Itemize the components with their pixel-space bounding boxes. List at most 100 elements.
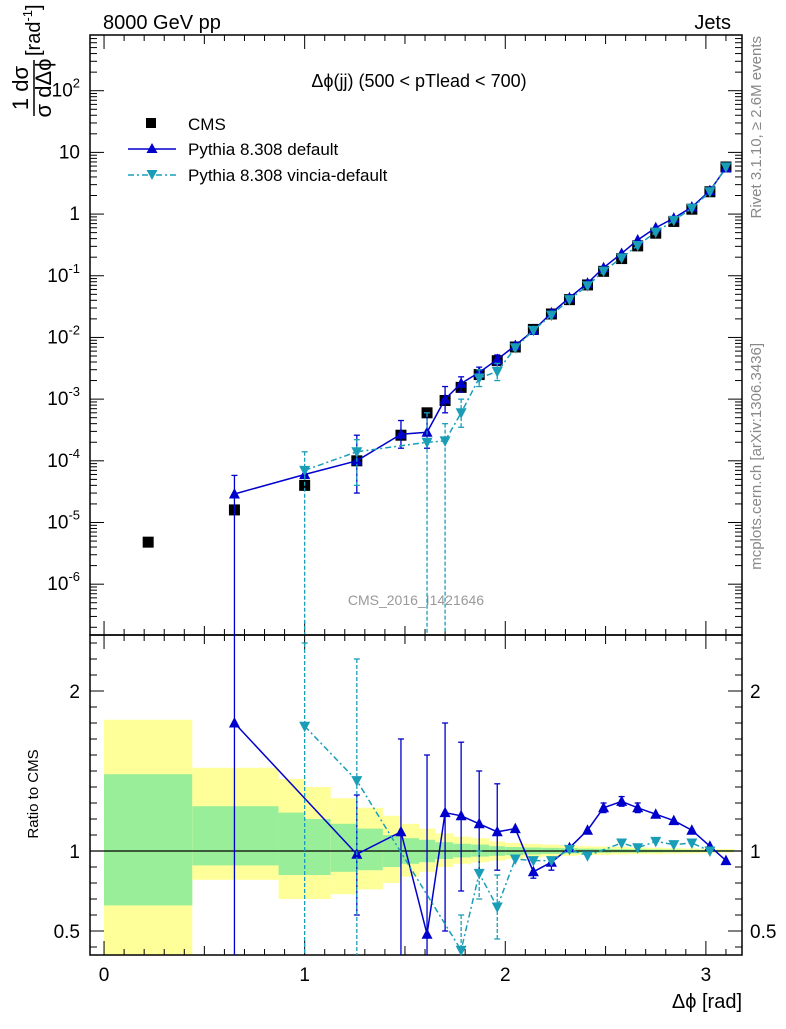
ratio-pythia-vincia-marker	[455, 945, 467, 957]
legend-cms-marker	[146, 118, 156, 128]
main-y-tick-label: 10-2	[47, 322, 80, 348]
ratio-pythia-default-marker	[650, 808, 662, 819]
ratio-pythia-vincia-marker	[527, 856, 539, 867]
ratio-pythia-default-marker	[686, 824, 698, 835]
mcplots-source-label: mcplots.cern.ch [arXiv:1306.3436]	[748, 343, 765, 570]
pythia-vincia-marker	[509, 343, 521, 354]
analysis-watermark: CMS_2016_I1421646	[348, 592, 484, 608]
pythia-vincia-marker	[421, 437, 433, 449]
ratio-y-tick-label-right: 2	[750, 682, 761, 703]
ratio-pythia-vincia-marker	[668, 840, 680, 851]
pythia-vincia-marker	[439, 436, 451, 447]
ratio-pythia-default-marker	[491, 825, 503, 837]
pythia-vincia-line	[304, 166, 727, 472]
ratio-pythia-default-marker	[582, 824, 594, 835]
ratio-pythia-vincia-marker	[491, 902, 503, 913]
pythia-default-marker	[228, 487, 240, 499]
ratio-y-tick-label: 2	[69, 682, 80, 703]
ratio-plot-area: 0 1 2 3 0.5 0.5 1 1 2 2	[54, 634, 776, 986]
ratio-pythia-vincia-line	[304, 725, 711, 953]
main-y-tick-label: 10-4	[47, 446, 80, 472]
green-band-bin	[104, 774, 193, 906]
pythia-default-line	[234, 167, 727, 495]
ratio-pythia-default-marker	[228, 717, 240, 728]
x-tick-label: 3	[701, 965, 712, 986]
x-axis-label: Δϕ [rad]	[672, 991, 742, 1013]
ratio-pythia-default-marker	[439, 806, 451, 818]
ratio-pythia-default-marker	[395, 825, 407, 837]
pythia-vincia-marker	[527, 325, 539, 337]
legend: CMS Pythia 8.308 default Pythia 8.308 vi…	[128, 115, 388, 185]
pythia-default-marker	[395, 428, 407, 439]
pythia-default-marker	[439, 393, 451, 404]
main-y-axis-label: 1 dσ σ dΔϕ [rad-1]	[8, 4, 56, 117]
ratio-pythia-vincia-marker	[650, 836, 662, 848]
ratio-pythia-vincia-marker	[299, 721, 311, 733]
pythia-vincia-marker	[616, 253, 628, 264]
x-tick-label: 1	[299, 965, 310, 986]
ratio-pythia-default-marker	[421, 928, 433, 939]
ratio-pythia-default-marker	[509, 822, 521, 834]
y-label-fraction: 1 dσ	[8, 66, 33, 111]
main-y-tick-label: 10-6	[47, 569, 80, 595]
legend-default-marker	[146, 143, 158, 153]
main-y-tick-label: 10-5	[47, 507, 80, 533]
ratio-pythia-vincia-marker	[582, 851, 594, 862]
pythia-vincia-marker	[351, 447, 363, 458]
ratio-pythia-default-marker	[720, 854, 732, 866]
y-label-numerator: 1 dσ	[8, 66, 33, 111]
pythia-default-marker	[491, 353, 503, 364]
pythia-vincia-marker	[720, 162, 732, 173]
ratio-pythia-vincia-marker	[686, 838, 698, 849]
pythia-vincia-marker	[563, 295, 575, 306]
main-y-tick-label: 1	[69, 204, 80, 225]
ratio-pythia-default-marker	[632, 801, 644, 813]
ratio-pythia-vincia-marker	[616, 838, 628, 849]
x-tick-label: 2	[500, 965, 511, 986]
pythia-vincia-marker	[582, 281, 594, 292]
pythia-vincia-marker	[598, 266, 610, 278]
ratio-pythia-vincia-marker	[351, 776, 363, 787]
ratio-pythia-default-marker	[668, 814, 680, 826]
pythia-vincia-marker	[686, 203, 698, 215]
ratio-frame	[89, 634, 743, 956]
ratio-pythia-default-marker	[616, 795, 628, 806]
pythia-default-marker	[455, 377, 467, 388]
y-label-unit: [rad-1]	[20, 4, 45, 56]
ratio-pythia-default-marker	[473, 817, 485, 829]
main-y-tick-label: 10-1	[47, 261, 80, 287]
green-band-bin	[278, 812, 305, 875]
pythia-vincia-marker	[491, 367, 503, 378]
pythia-vincia-marker	[473, 373, 485, 385]
header-left-label: 8000 GeV pp	[103, 12, 221, 34]
green-band-bin	[356, 828, 383, 871]
pythia-vincia-marker	[632, 240, 644, 252]
ratio-pythia-vincia-marker	[545, 856, 557, 867]
main-y-tick-label: 10	[59, 142, 80, 163]
green-band-bin	[304, 819, 331, 875]
cms-data-marker	[142, 536, 154, 548]
ratio-y-tick-label: 1	[69, 842, 80, 863]
pythia-vincia-marker	[545, 310, 557, 322]
pythia-vincia-marker	[704, 187, 716, 198]
ratio-y-tick-label-right: 1	[750, 842, 761, 863]
ratio-pythia-vincia-marker	[632, 843, 644, 854]
x-tick-label: 0	[99, 965, 110, 986]
ratio-pythia-vincia-marker	[563, 844, 575, 856]
header-right-label: Jets	[694, 12, 731, 34]
ratio-y-tick-label-right: 0.5	[750, 922, 776, 943]
ratio-y-axis-label: Ratio to CMS	[25, 749, 42, 838]
ratio-pythia-default-marker	[455, 809, 467, 821]
ratio-pythia-default-marker	[598, 801, 610, 813]
legend-default-label: Pythia 8.308 default	[188, 140, 339, 159]
rivet-version-label: Rivet 3.1.10, ≥ 2.6M events	[748, 36, 765, 219]
ratio-y-tick-label: 0.5	[54, 922, 80, 943]
main-y-tick-label: 102	[52, 76, 80, 102]
y-label-denominator: σ dΔϕ	[31, 59, 56, 118]
legend-cms-label: CMS	[188, 115, 226, 134]
pythia-vincia-marker	[299, 465, 311, 477]
legend-vincia-marker	[146, 170, 158, 180]
ratio-pythia-vincia-marker	[704, 846, 716, 857]
ratio-pythia-vincia-marker	[473, 868, 485, 880]
